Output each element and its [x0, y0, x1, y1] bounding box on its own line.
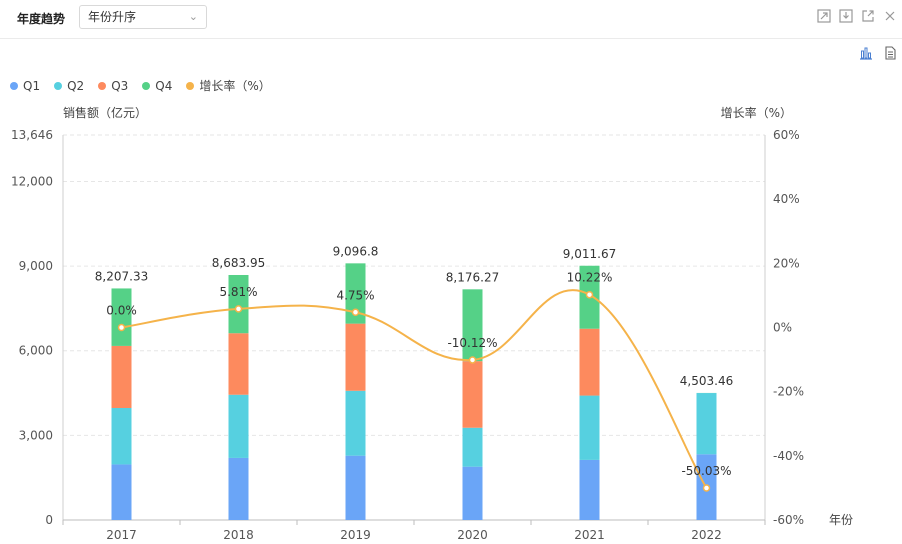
bar-q3-2018 — [228, 333, 249, 395]
bar-q4-2017 — [111, 288, 132, 346]
bar-q2-2019 — [345, 390, 366, 456]
legend-label: 增长率（%） — [199, 79, 271, 93]
legend-item-0[interactable]: Q1 — [10, 77, 40, 94]
growth-rate-label: -10.12% — [447, 336, 497, 350]
bar-q4-2019 — [345, 263, 366, 324]
sort-select[interactable]: 年份升序 ⌄ — [79, 5, 207, 29]
legend-dot-icon — [186, 81, 195, 90]
legend-label: Q1 — [23, 78, 41, 93]
legend-item-2[interactable]: Q3 — [98, 77, 128, 94]
bar-total-label: 9,011.67 — [563, 247, 616, 261]
growth-rate-label: 0.0% — [106, 304, 137, 318]
sort-select-value: 年份升序 — [88, 10, 137, 24]
x-tick-label: 2019 — [340, 528, 371, 542]
view-tools — [858, 46, 898, 62]
growth-rate-point — [468, 356, 477, 364]
y-tick-left-label: 3,000 — [19, 428, 53, 442]
document-icon[interactable] — [882, 46, 898, 62]
y-tick-left-label: 6,000 — [19, 344, 53, 358]
bar-q2-2017 — [111, 407, 132, 465]
bar-total-label: 9,096.8 — [333, 244, 379, 258]
bar-q4-2020 — [462, 289, 483, 362]
growth-rate-point — [585, 290, 594, 299]
y-tick-right-label: -20% — [773, 385, 804, 399]
legend-item-1[interactable]: Q2 — [54, 77, 84, 94]
bar-q3-2020 — [462, 361, 483, 428]
bar-q1-2019 — [345, 455, 366, 520]
chevron-down-icon: ⌄ — [188, 10, 198, 23]
bar-q1-2021 — [579, 459, 600, 520]
chart-legend: Q1 Q2 Q3 Q4 增长率（%） — [10, 77, 271, 94]
window-tools — [816, 9, 898, 25]
y-tick-left-label: 12,000 — [11, 174, 53, 188]
growth-rate-line — [121, 289, 708, 489]
y-tick-left-label: 9,000 — [19, 259, 53, 273]
x-tick-label: 2022 — [691, 528, 722, 542]
bar-total-label: 8,176.27 — [446, 270, 499, 284]
x-tick-label: 2021 — [574, 528, 605, 542]
bar-total-label: 8,207.33 — [95, 269, 148, 283]
legend-label: Q2 — [67, 78, 85, 93]
x-axis-title: 年份 — [829, 513, 853, 527]
legend-label: Q4 — [155, 78, 173, 93]
y-tick-right-label: -60% — [773, 513, 804, 527]
y-tick-right-label: 0% — [773, 321, 792, 335]
bar-q3-2017 — [111, 345, 132, 408]
y-tick-right-label: -40% — [773, 449, 804, 463]
legend-item-4[interactable]: 增长率（%） — [186, 77, 271, 94]
x-tick-label: 2017 — [106, 528, 137, 542]
bar-q1-2020 — [462, 466, 483, 520]
y-axis-right-title: 增长率（%） — [721, 105, 792, 120]
growth-rate-point — [117, 323, 126, 332]
bar-q2-2022 — [696, 393, 717, 455]
legend-dot-icon — [98, 81, 107, 90]
external-link-icon[interactable] — [860, 9, 876, 25]
growth-rate-point — [234, 305, 243, 313]
growth-rate-label: 10.22% — [567, 271, 613, 285]
x-tick-label: 2020 — [457, 528, 488, 542]
y-tick-right-label: 40% — [773, 192, 800, 206]
growth-rate-point — [702, 484, 711, 492]
y-tick-right-label: 20% — [773, 256, 800, 270]
chart-title: 年度趋势 — [17, 12, 66, 26]
growth-rate-label: 4.75% — [336, 288, 374, 302]
bar-q2-2020 — [462, 427, 483, 467]
bar-chart-icon[interactable] — [858, 46, 874, 62]
expand-icon[interactable] — [816, 9, 832, 25]
legend-dot-icon — [54, 81, 63, 90]
bar-q3-2021 — [579, 328, 600, 396]
x-tick-label: 2018 — [223, 528, 254, 542]
close-icon[interactable] — [882, 9, 898, 25]
bar-total-label: 4,503.46 — [680, 374, 733, 388]
legend-item-3[interactable]: Q4 — [142, 77, 172, 94]
y-tick-left-label: 13,646 — [11, 128, 53, 142]
bar-q2-2021 — [579, 395, 600, 460]
growth-rate-point — [351, 308, 360, 317]
y-axis-left-title: 销售额（亿元） — [63, 105, 147, 120]
chart-header: 年度趋势 年份升序 ⌄ — [0, 0, 902, 39]
bar-q1-2018 — [228, 457, 249, 520]
bar-q1-2017 — [111, 464, 132, 520]
growth-rate-label: -50.03% — [681, 464, 731, 478]
legend-dot-icon — [10, 81, 18, 90]
legend-label: Q3 — [111, 78, 129, 93]
bar-q2-2018 — [228, 394, 249, 458]
legend-dot-icon — [142, 81, 151, 90]
bar-total-label: 8,683.95 — [212, 256, 265, 270]
y-tick-left-label: 0 — [45, 513, 53, 527]
bar-q3-2019 — [345, 323, 366, 391]
y-tick-right-label: 60% — [773, 128, 800, 142]
bar-q4-2018 — [228, 274, 249, 334]
growth-rate-label: 5.81% — [219, 285, 257, 299]
download-icon[interactable] — [838, 9, 854, 25]
